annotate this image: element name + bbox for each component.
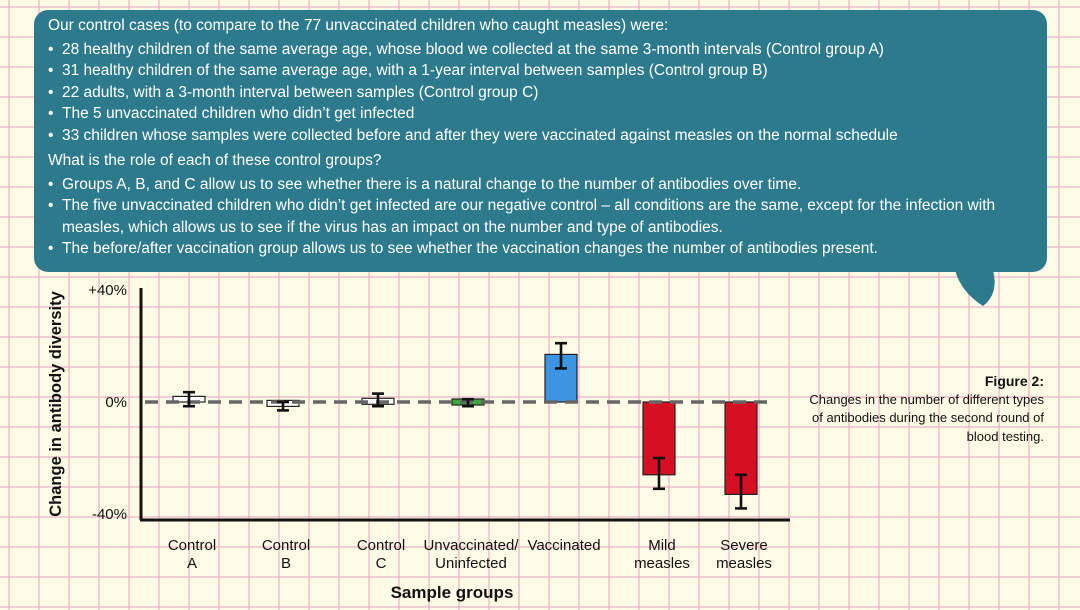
x-tick-label: Control A: [168, 537, 216, 572]
y-axis-label: Change in antibody diversity: [47, 290, 65, 516]
x-tick-label: Mild measles: [634, 537, 690, 572]
bubble-question: What is the role of each of these contro…: [48, 152, 382, 169]
answer-list-item: Groups A, B, and C allow us to see wheth…: [48, 174, 1033, 196]
bar-chart: +40% 0% -40% Control A Control B Control C Unvac…: [47, 282, 790, 602]
x-tick-label: Control C: [357, 537, 405, 572]
answer-list-item: The five unvaccinated children who didn’…: [48, 195, 1033, 238]
y-tick-label: +40%: [88, 282, 127, 299]
bubble-intro: Our control cases (to compare to the 77 …: [48, 17, 669, 34]
x-tick-label: Control B: [262, 537, 310, 572]
y-tick-label: 0%: [105, 394, 127, 411]
chart-bars: [172, 353, 758, 496]
y-tick-labels: +40% 0% -40%: [88, 282, 127, 523]
figure-title: Figure 2:: [984, 373, 1044, 389]
x-tick-labels: Control A Control B Control C Unvaccinated/Uni…: [168, 537, 772, 572]
answer-list-item: The before/after vaccination group allow…: [48, 238, 1033, 260]
control-list: 28 healthy children of the same average …: [48, 39, 1033, 147]
control-list-item: 33 children whose samples were collected…: [48, 125, 1033, 147]
answer-list: Groups A, B, and C allow us to see wheth…: [48, 174, 1033, 260]
control-list-item: The 5 unvaccinated children who didn’t g…: [48, 103, 1033, 125]
control-list-item: 28 healthy children of the same average …: [48, 39, 1033, 61]
info-bubble: Our control cases (to compare to the 77 …: [34, 10, 1047, 272]
y-tick-label: -40%: [92, 506, 127, 523]
x-tick-label: Severe measles: [716, 537, 772, 572]
control-list-item: 31 healthy children of the same average …: [48, 60, 1033, 82]
figure-description: Changes in the number of different types…: [809, 391, 1044, 444]
x-tick-label: Unvaccinated/Uninfected: [423, 537, 519, 572]
figure-caption: Figure 2: Changes in the number of diffe…: [804, 372, 1044, 446]
x-tick-label: Vaccinated: [527, 537, 600, 554]
chart-error-bars: [183, 341, 747, 510]
bubble-tail: [955, 270, 995, 306]
control-list-item: 22 adults, with a 3-month interval betwe…: [48, 82, 1033, 104]
x-axis-label: Sample groups: [391, 583, 514, 602]
